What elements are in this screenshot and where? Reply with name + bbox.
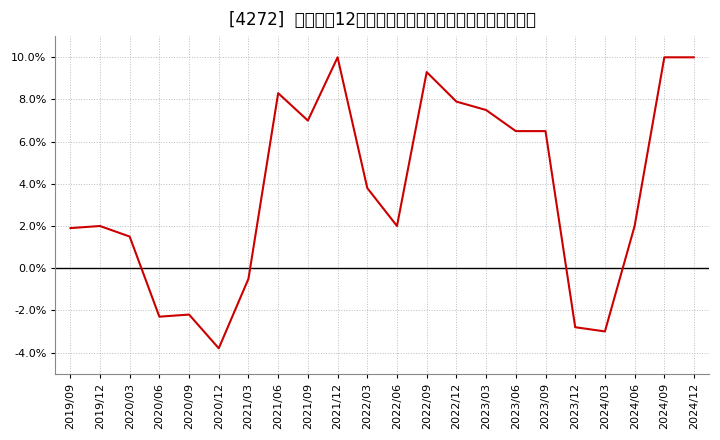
Title: [4272]  売上高の12か月移動合計の対前年同期増減率の推移: [4272] 売上高の12か月移動合計の対前年同期増減率の推移 (229, 11, 536, 29)
